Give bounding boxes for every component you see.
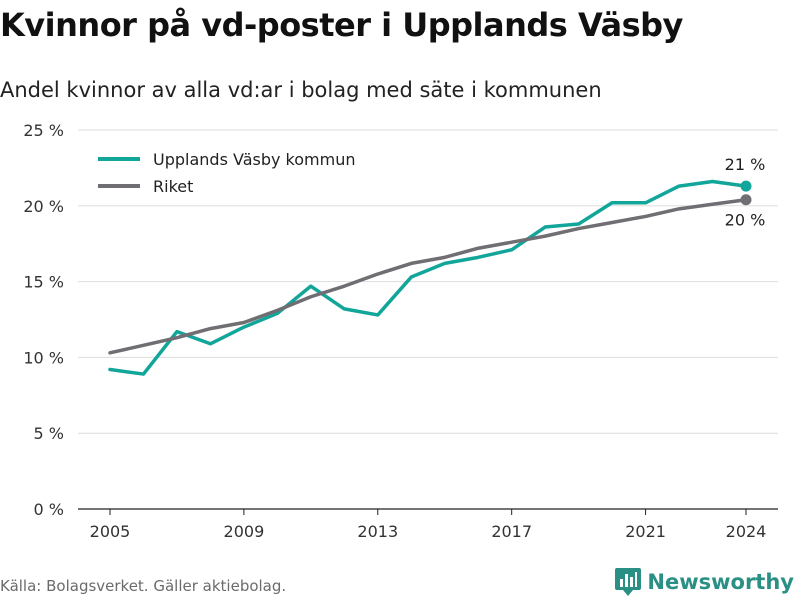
brand-logo: Newsworthy — [615, 568, 794, 596]
source-note: Källa: Bolagsverket. Gäller aktiebolag. — [0, 577, 287, 595]
y-tick-label: 0 % — [34, 500, 64, 519]
grid-lines — [78, 129, 778, 510]
y-tick-label: 25 % — [23, 121, 64, 140]
x-tick-label: 2009 — [224, 522, 265, 541]
chart-title: Kvinnor på vd-poster i Upplands Väsby — [0, 6, 683, 44]
series-end-label: 20 % — [725, 211, 766, 230]
brand-name: Newsworthy — [647, 570, 794, 594]
x-tick-label: 2005 — [90, 522, 131, 541]
chart-subtitle: Andel kvinnor av alla vd:ar i bolag med … — [0, 78, 602, 102]
y-tick-label: 20 % — [23, 197, 64, 216]
bar-chart-logo-icon — [615, 568, 642, 596]
line-chart: 0 %5 %10 %15 %20 %25 % 2005 2009 2013 2017 2… — [23, 121, 778, 541]
y-axis: 0 % 5 % 10 % 15 % 20 % 25 % — [23, 121, 64, 519]
series-end-point — [740, 180, 752, 192]
legend-label: Riket — [153, 177, 193, 196]
x-tick-label: 2024 — [726, 522, 767, 541]
series-line-kommun — [108, 179, 748, 376]
legend: Upplands Väsby kommun Riket — [98, 150, 355, 196]
x-tick-label: 2021 — [625, 522, 666, 541]
x-tick-label: 2013 — [357, 522, 398, 541]
y-tick-label: 5 % — [34, 424, 64, 443]
legend-label: Upplands Väsby kommun — [153, 150, 355, 169]
series-end-label: 21 % — [725, 155, 766, 174]
x-axis: 2005 2009 2013 2017 2021 2024 — [90, 509, 767, 541]
series-end-point — [740, 194, 752, 206]
series-line-riket — [108, 197, 748, 355]
series-lines: 21 % 20 % — [108, 155, 766, 376]
x-tick-label: 2017 — [491, 522, 532, 541]
y-tick-label: 10 % — [23, 348, 64, 367]
y-tick-label: 15 % — [23, 273, 64, 292]
